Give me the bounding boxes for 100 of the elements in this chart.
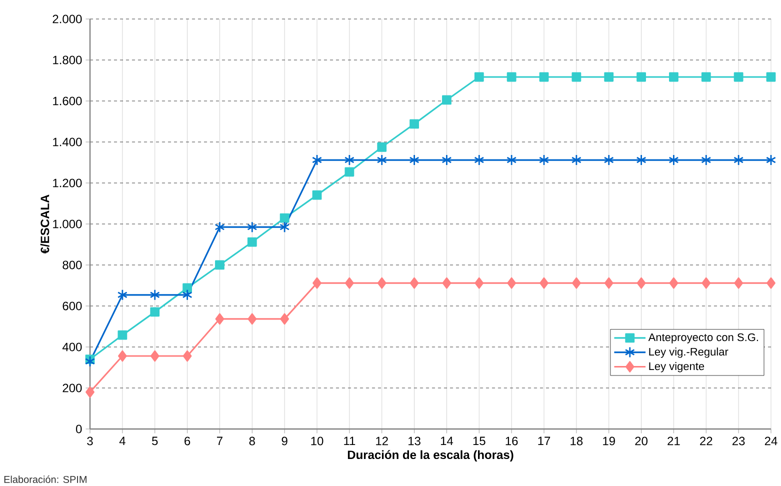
point [280,221,290,233]
point [182,289,192,301]
point [410,277,419,289]
point [766,72,776,82]
point [344,277,354,289]
x-tick-label: 4 [119,436,126,446]
x-tick-label: 12 [376,436,388,446]
y-tick-label: 200 [62,384,82,392]
point [84,356,96,368]
x-tick-label: 24 [764,436,778,446]
point [376,154,387,166]
y-tick-label: 1.600 [53,96,82,106]
point [636,72,646,82]
y-tick-label: 0 [76,424,82,434]
y-tick-label: 2.000 [52,14,82,24]
point [540,277,548,289]
point [604,72,614,82]
point [247,237,257,247]
x-tick-label: 10 [311,436,324,446]
x-tick-label: 7 [216,436,222,446]
point [150,289,160,301]
text: Elaboración: SPIM [4,476,86,484]
point [182,350,192,362]
point [506,154,517,166]
point [604,154,614,166]
x-tick-label: 20 [635,436,648,446]
point [668,154,679,166]
point [215,313,224,325]
point [474,154,484,166]
point [442,277,452,289]
point [669,72,678,82]
point [734,277,744,289]
point [701,154,712,166]
x-tick-label: 6 [184,436,190,446]
x-tick-label: 3 [87,436,93,446]
x-tick-label: 21 [668,436,680,446]
point [474,277,484,289]
point [669,277,678,289]
point [538,154,550,166]
x-tick-label: 15 [473,436,486,446]
point [312,190,322,200]
y-tick-label: 1.800 [53,56,82,64]
legend-label: Ley vigente [649,362,704,372]
point [409,154,420,166]
point [247,221,258,233]
x-tick-label: 9 [282,436,288,446]
x-tick-label: 8 [249,436,255,446]
point [701,72,711,82]
point [734,154,744,166]
point [636,277,646,289]
point [150,307,160,317]
point [766,154,776,166]
point [572,277,581,289]
point [734,72,744,82]
point [410,119,419,129]
point [150,350,160,362]
point [344,154,354,166]
point [214,221,225,233]
x-tick-label: 16 [506,436,518,446]
x-tick-label: 23 [732,436,745,446]
y-tick-label: 800 [62,260,82,270]
y-tick-label: 600 [62,302,82,310]
point [377,277,386,289]
x-tick-label: 17 [538,436,550,446]
y-tick-label: 400 [62,342,82,352]
point [312,277,322,289]
legend-label: Ley vig.-Regular [649,348,728,358]
point [377,142,387,152]
x-tick-label: 11 [344,436,356,446]
point [702,277,711,289]
x-tick-label: 22 [700,436,712,446]
point [539,72,549,82]
point [442,95,452,105]
legend-label: Anteproyecto con S.G. [648,333,758,344]
point [86,386,94,398]
x-tick-label: 13 [408,436,420,446]
point [280,313,290,325]
point [442,154,452,166]
y-tick-label: 1.400 [53,138,82,146]
point [766,277,776,289]
point [215,260,224,270]
point [474,72,484,82]
point [636,154,646,166]
point [506,72,516,82]
point [182,283,192,293]
point [344,167,354,177]
point [571,154,582,166]
x-tick-label: 18 [570,436,583,446]
x-tick-label: 19 [603,436,615,446]
point [118,330,128,340]
x-tick-label: 5 [152,436,158,446]
point [117,289,128,301]
x-tick-label: 14 [440,436,454,446]
y-tick-label: 1.200 [53,178,82,188]
y-tick-label: 1.000 [53,220,82,228]
point [312,154,322,166]
point [507,277,516,289]
point [118,350,127,362]
point [280,213,290,223]
point [248,313,257,325]
